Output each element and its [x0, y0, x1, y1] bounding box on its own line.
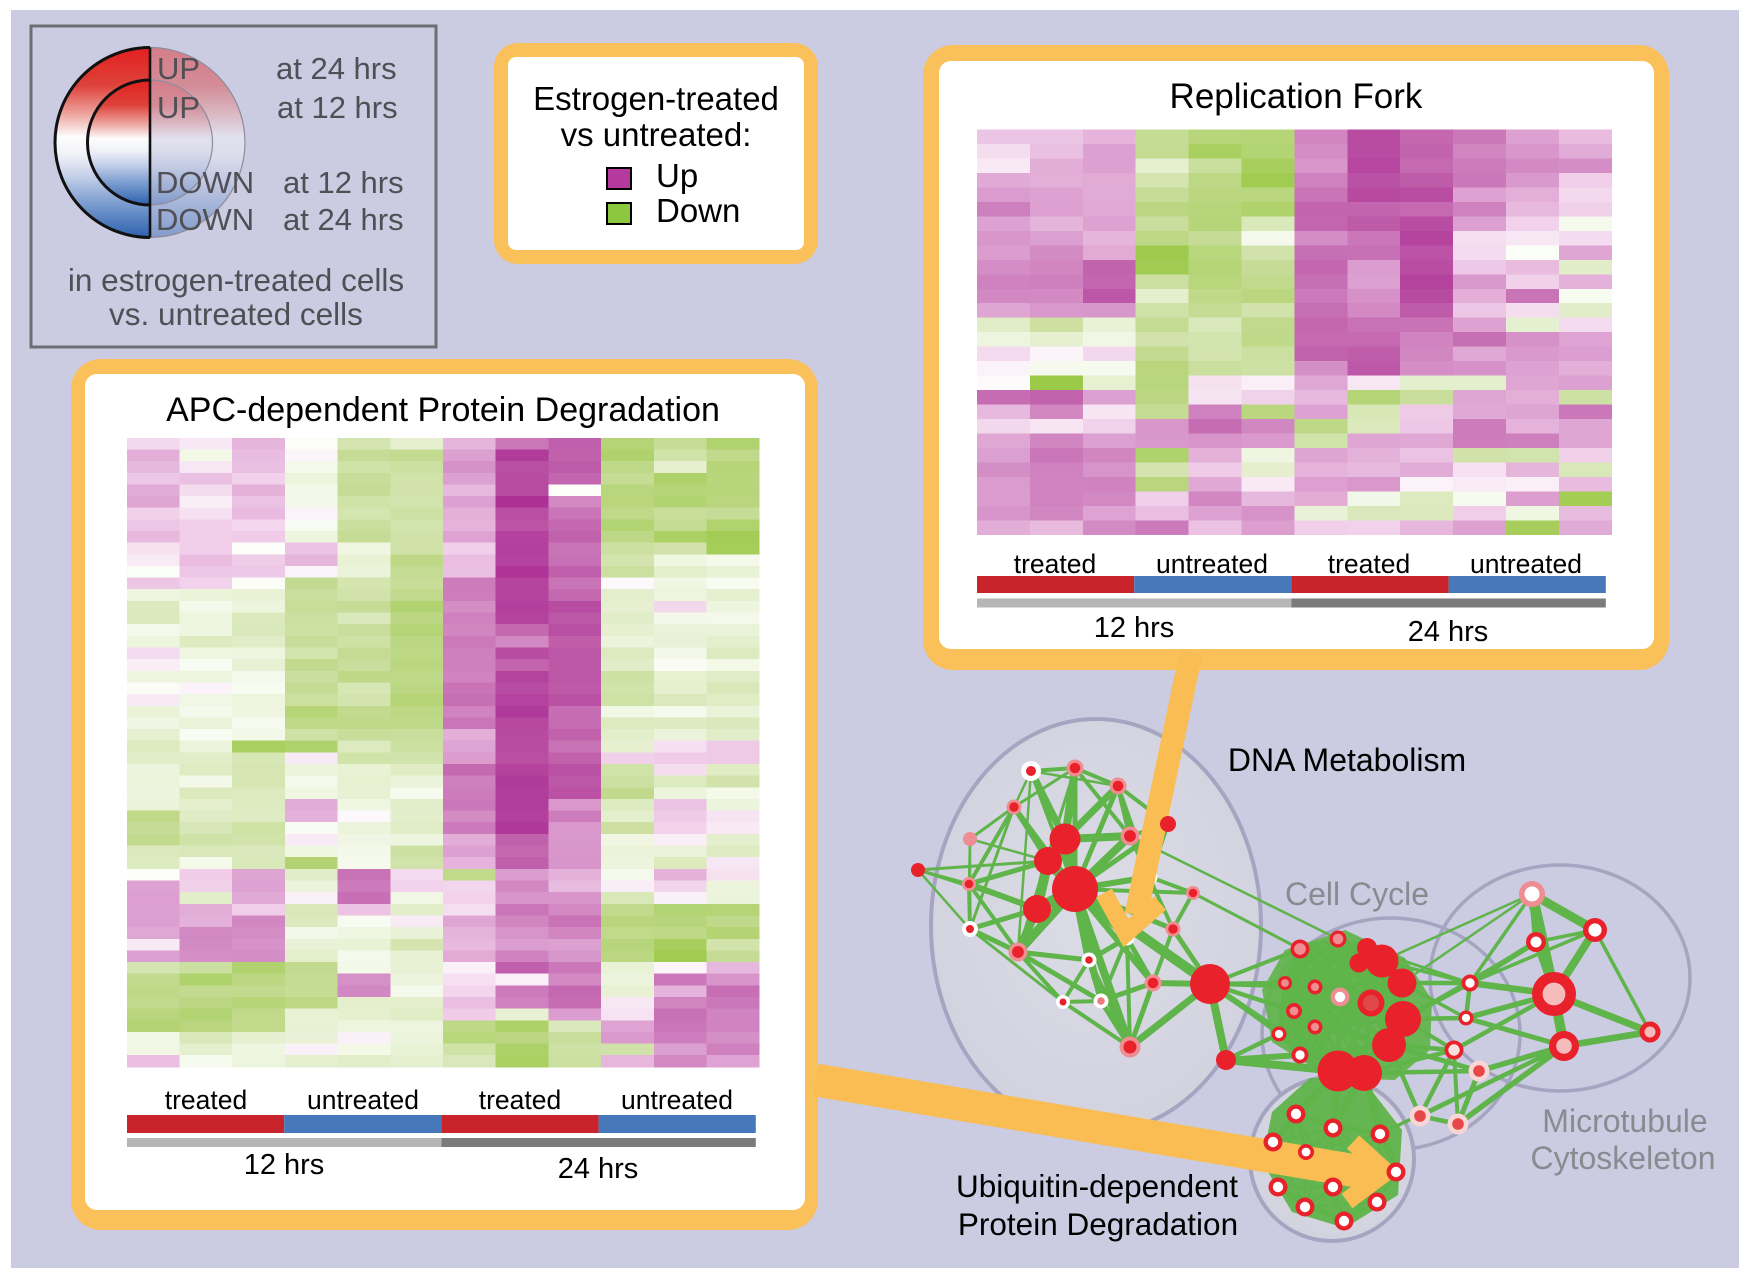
svg-text:vs untreated:: vs untreated:	[561, 116, 752, 153]
svg-text:untreated: untreated	[307, 1085, 419, 1115]
svg-text:DOWN: DOWN	[156, 202, 254, 237]
svg-text:Ubiquitin-dependent: Ubiquitin-dependent	[956, 1168, 1238, 1204]
svg-text:treated: treated	[1328, 549, 1411, 579]
svg-text:treated: treated	[165, 1085, 248, 1115]
svg-text:24 hrs: 24 hrs	[1408, 616, 1489, 648]
svg-text:APC-dependent Protein Degradat: APC-dependent Protein Degradation	[166, 391, 720, 429]
svg-text:at 12 hrs: at 12 hrs	[277, 90, 398, 125]
svg-text:vs. untreated cells: vs. untreated cells	[109, 296, 363, 332]
svg-text:UP: UP	[157, 90, 200, 125]
svg-text:Cytoskeleton: Cytoskeleton	[1531, 1140, 1716, 1176]
svg-text:DOWN: DOWN	[156, 165, 254, 200]
svg-text:12 hrs: 12 hrs	[1094, 612, 1175, 644]
svg-text:at 24 hrs: at 24 hrs	[276, 51, 397, 86]
svg-text:Up: Up	[656, 157, 698, 194]
svg-text:untreated: untreated	[1470, 549, 1582, 579]
svg-text:Cell Cycle: Cell Cycle	[1285, 876, 1429, 912]
svg-text:treated: treated	[1014, 549, 1097, 579]
svg-text:treated: treated	[479, 1085, 562, 1115]
svg-text:untreated: untreated	[1156, 549, 1268, 579]
svg-text:Down: Down	[656, 192, 740, 229]
svg-text:untreated: untreated	[621, 1085, 733, 1115]
svg-text:Protein Degradation: Protein Degradation	[958, 1206, 1238, 1242]
svg-text:12 hrs: 12 hrs	[244, 1149, 325, 1181]
svg-text:DNA Metabolism: DNA Metabolism	[1228, 742, 1466, 778]
svg-text:Replication Fork: Replication Fork	[1170, 77, 1423, 116]
svg-text:Estrogen-treated: Estrogen-treated	[533, 80, 779, 117]
svg-text:UP: UP	[157, 51, 200, 86]
svg-text:Microtubule: Microtubule	[1542, 1103, 1707, 1139]
svg-text:in estrogen-treated cells: in estrogen-treated cells	[68, 262, 404, 298]
svg-text:24 hrs: 24 hrs	[558, 1153, 639, 1185]
svg-text:at 12 hrs: at 12 hrs	[283, 165, 404, 200]
svg-text:at 24 hrs: at 24 hrs	[283, 202, 404, 237]
